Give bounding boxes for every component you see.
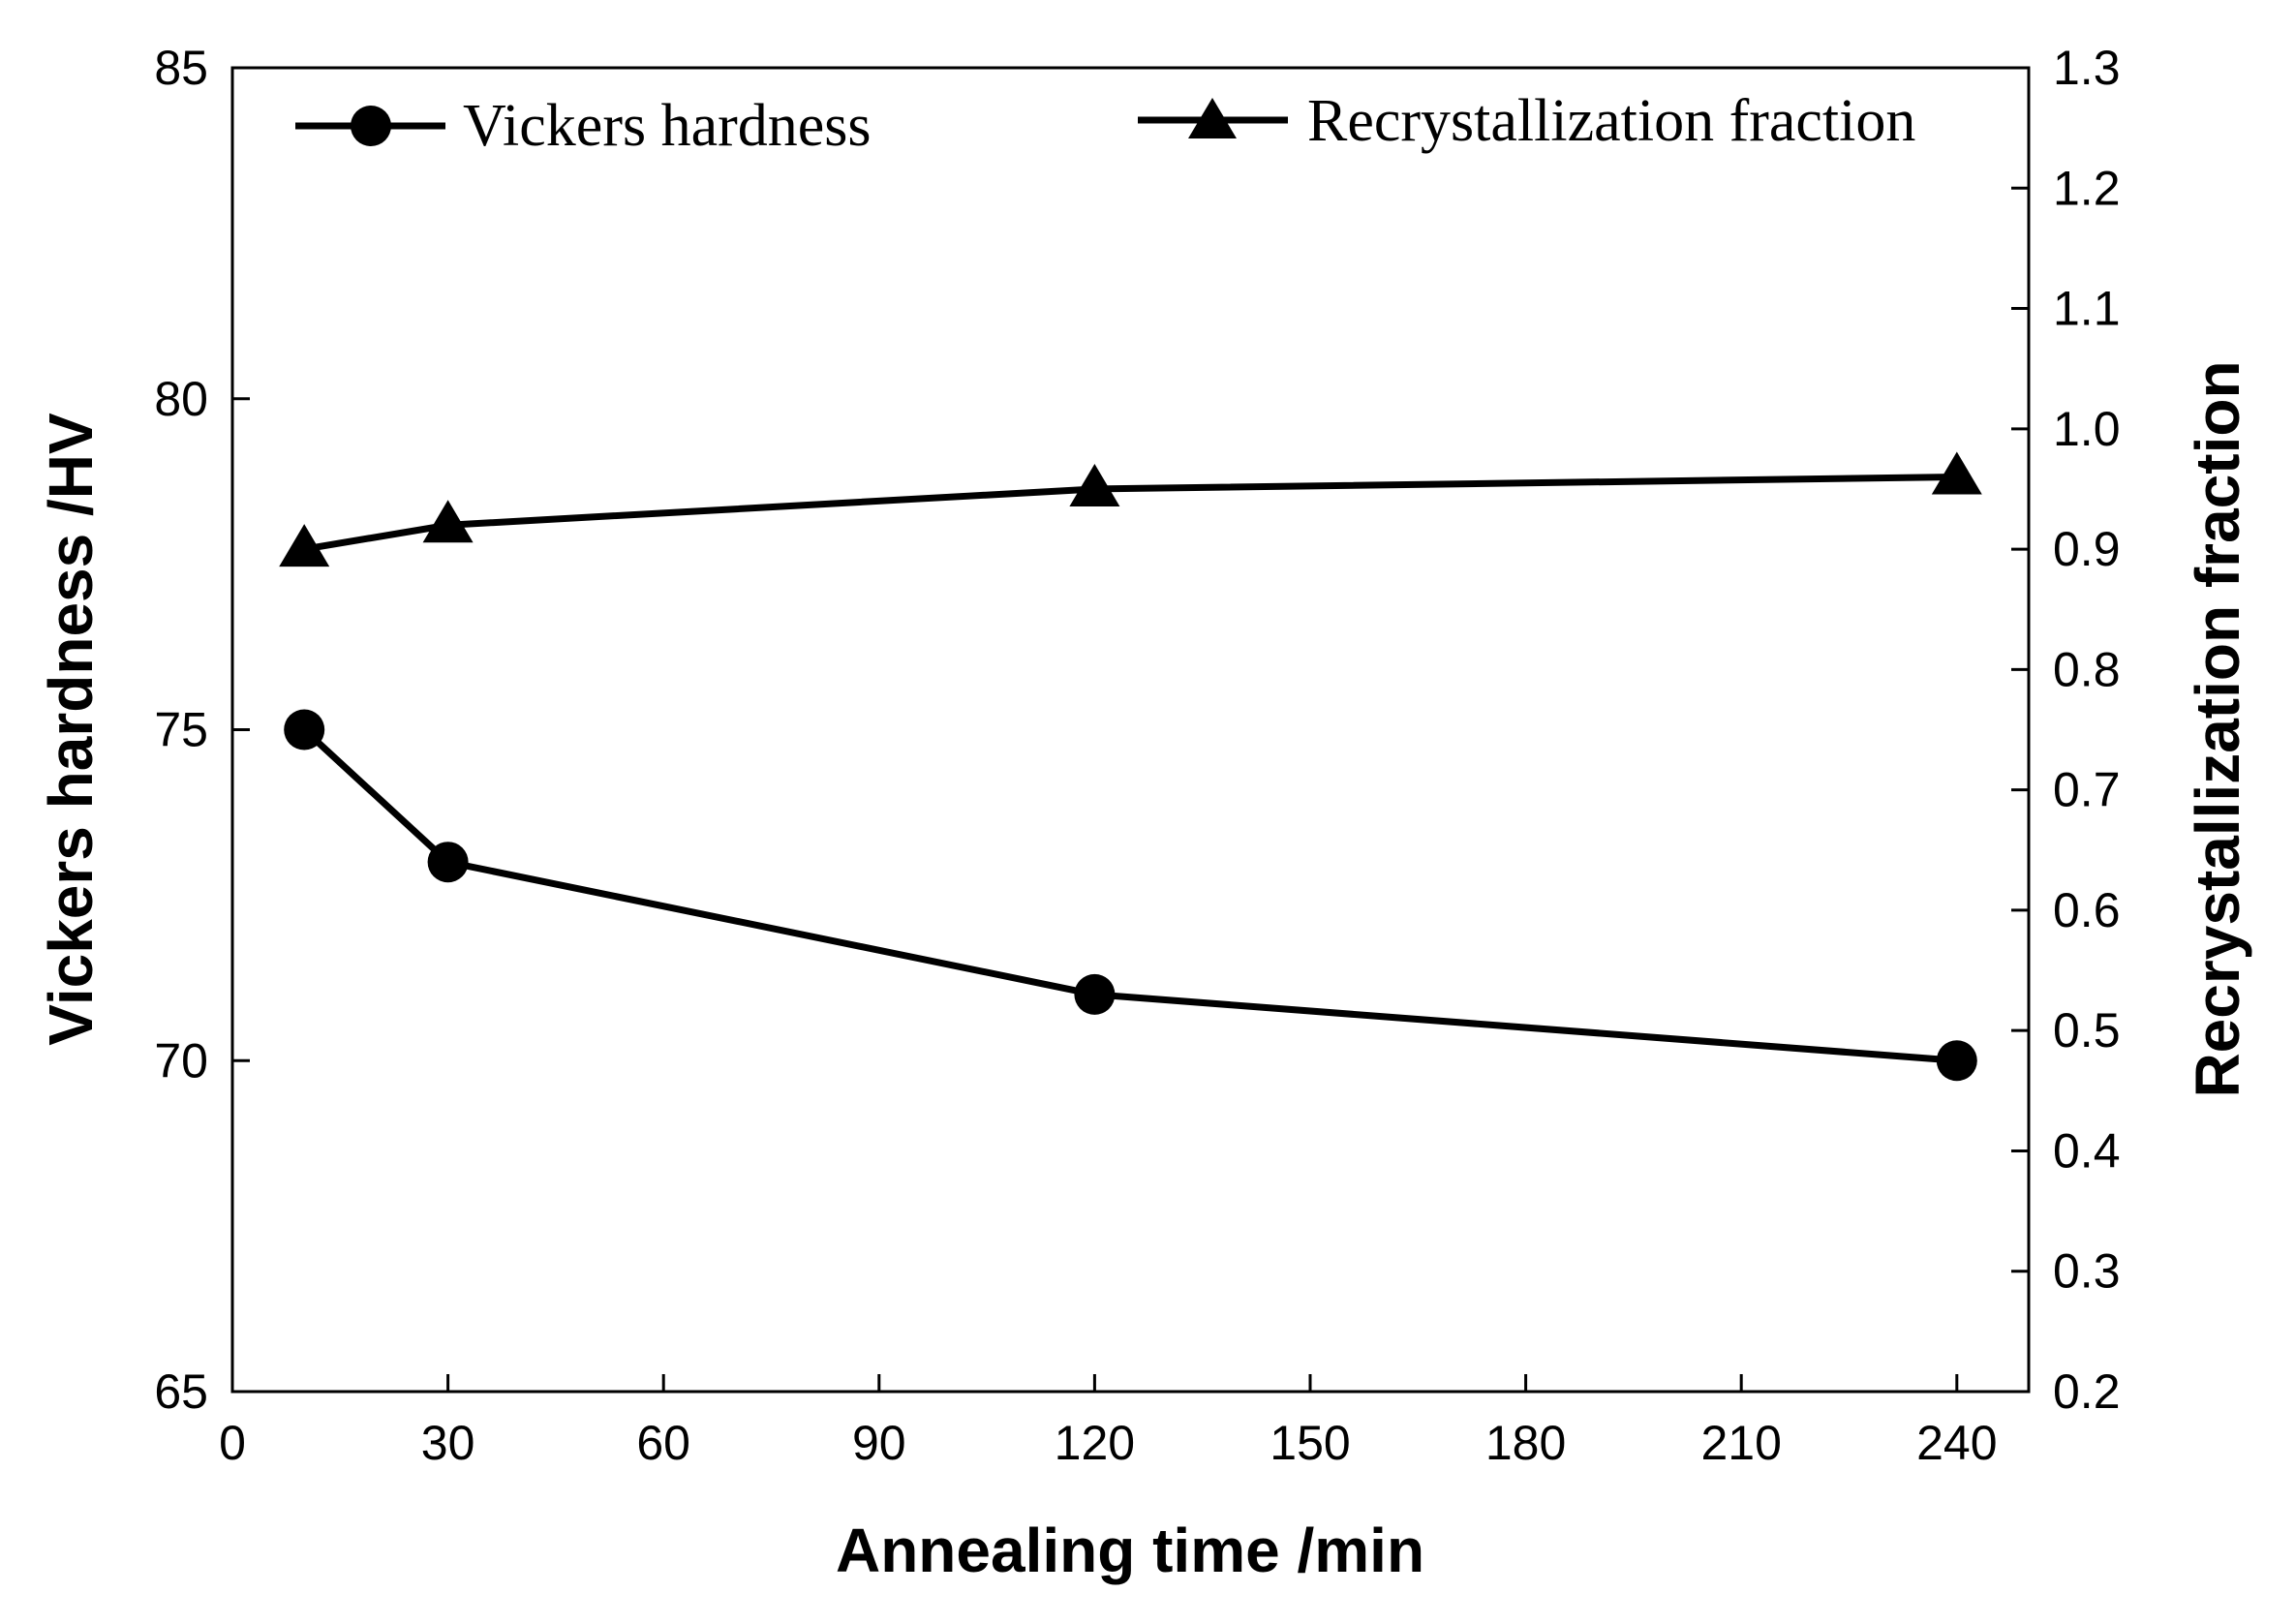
- x-tick-label: 0: [219, 1416, 246, 1470]
- y-tick-label: 85: [154, 41, 208, 95]
- y2-tick-label: 1.3: [2053, 41, 2121, 95]
- y2-tick-label: 1.1: [2053, 282, 2121, 336]
- y2-axis-title: Recrystallization fraction: [2183, 360, 2252, 1097]
- x-tick-label: 60: [636, 1416, 690, 1470]
- x-tick-label: 120: [1055, 1416, 1135, 1470]
- y2-tick-label: 1.2: [2053, 161, 2121, 215]
- series-line-recrystallization-fraction: [303, 474, 1957, 553]
- y-axis-title: Vickers hardness /HV: [36, 413, 106, 1046]
- data-point-vickers-hardness: [284, 709, 325, 751]
- y2-tick-label: 0.8: [2053, 642, 2121, 696]
- x-tick-label: 30: [421, 1416, 475, 1470]
- series-line-vickers-hardness: [301, 726, 1958, 1064]
- data-point-recrystallization-fraction: [1069, 463, 1120, 506]
- x-tick-label: 90: [852, 1416, 906, 1470]
- data-point-recrystallization-fraction: [1931, 451, 1982, 495]
- data-point-recrystallization-fraction: [279, 524, 330, 567]
- y2-tick-label: 0.4: [2053, 1123, 2121, 1178]
- legend-marker-triangle: [1188, 98, 1237, 138]
- x-tick-label: 180: [1485, 1416, 1566, 1470]
- y2-tick-label: 0.6: [2053, 883, 2121, 937]
- y2-tick-label: 0.5: [2053, 1003, 2121, 1057]
- y-tick-label: 75: [154, 703, 208, 757]
- x-tick-label: 150: [1270, 1416, 1350, 1470]
- data-point-vickers-hardness: [427, 842, 469, 883]
- data-point-vickers-hardness: [1936, 1040, 1977, 1082]
- y-tick-label: 80: [154, 372, 208, 426]
- y2-tick-label: 0.3: [2053, 1244, 2121, 1299]
- y-tick-label: 65: [154, 1364, 208, 1419]
- y-tick-label: 70: [154, 1033, 208, 1088]
- x-axis-title: Annealing time /min: [836, 1516, 1424, 1585]
- data-point-recrystallization-fraction: [422, 500, 474, 543]
- legend-marker-circle: [351, 106, 391, 146]
- legend-label-recrystallization: Recrystallization fraction: [1307, 88, 1915, 154]
- x-tick-label: 240: [1916, 1416, 1997, 1470]
- y2-tick-label: 0.9: [2053, 522, 2121, 576]
- x-tick-label: 210: [1700, 1416, 1781, 1470]
- y2-tick-label: 0.7: [2053, 763, 2121, 817]
- plot-frame: [230, 66, 2031, 1394]
- y2-tick-label: 0.2: [2053, 1364, 2121, 1419]
- y2-tick-label: 1.0: [2053, 402, 2121, 456]
- data-point-vickers-hardness: [1074, 973, 1116, 1015]
- legend-label-hardness: Vickers hardness: [463, 93, 872, 159]
- legend: Vickers hardness Recrystallization fract…: [295, 88, 1915, 159]
